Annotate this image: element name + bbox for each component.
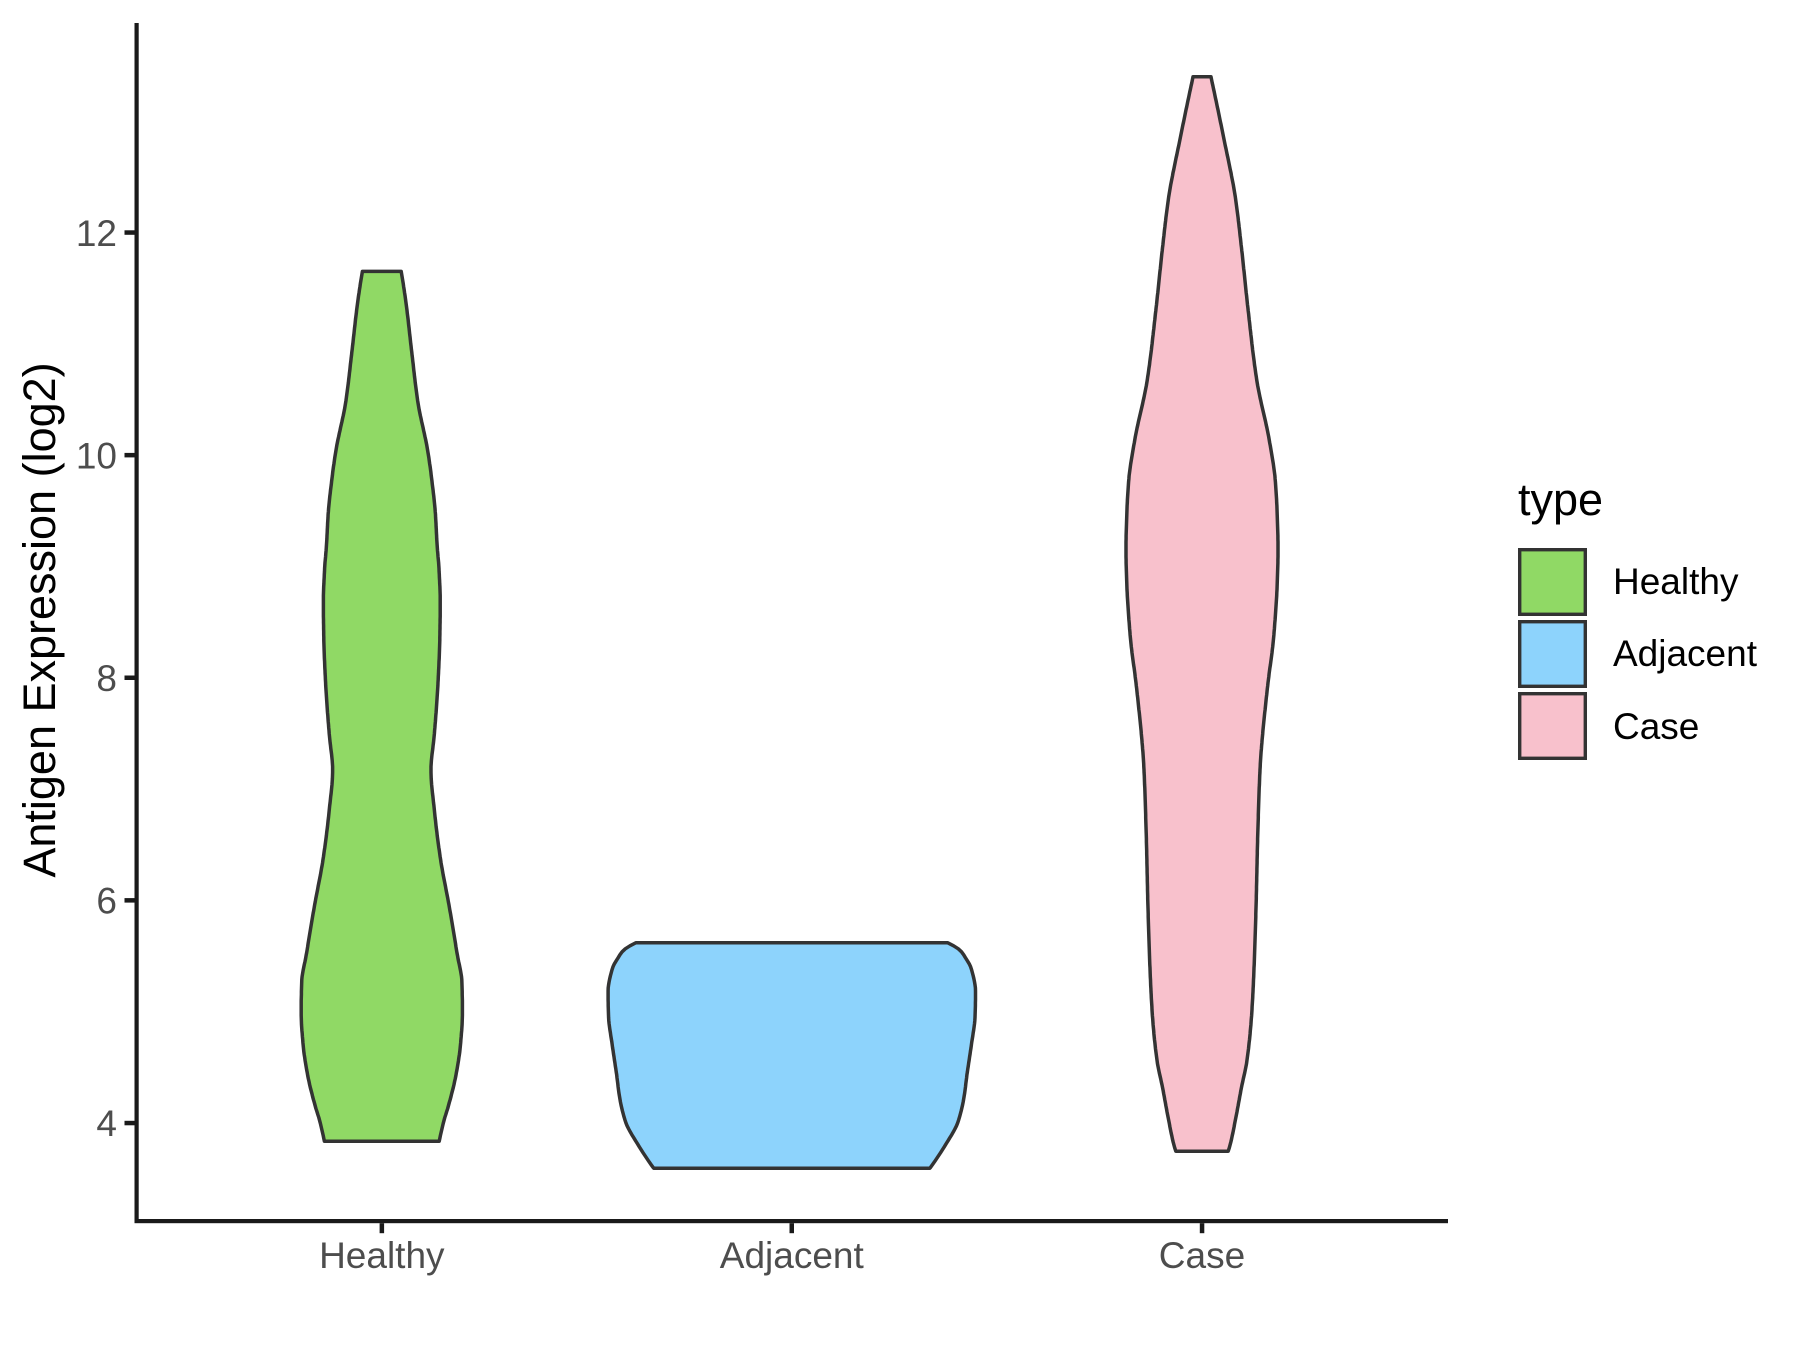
svg-text:type: type [1518,474,1603,525]
svg-text:Antigen Expression (log2): Antigen Expression (log2) [14,362,65,877]
svg-text:Adjacent: Adjacent [720,1235,865,1276]
svg-text:4: 4 [96,1103,117,1144]
svg-text:10: 10 [76,435,117,476]
svg-text:Adjacent: Adjacent [1613,633,1758,674]
svg-text:Case: Case [1613,706,1699,747]
svg-text:Healthy: Healthy [1613,561,1739,602]
svg-text:12: 12 [76,213,117,254]
svg-text:Case: Case [1159,1235,1245,1276]
svg-text:Healthy: Healthy [319,1235,445,1276]
svg-text:6: 6 [96,881,117,922]
svg-text:8: 8 [96,658,117,699]
